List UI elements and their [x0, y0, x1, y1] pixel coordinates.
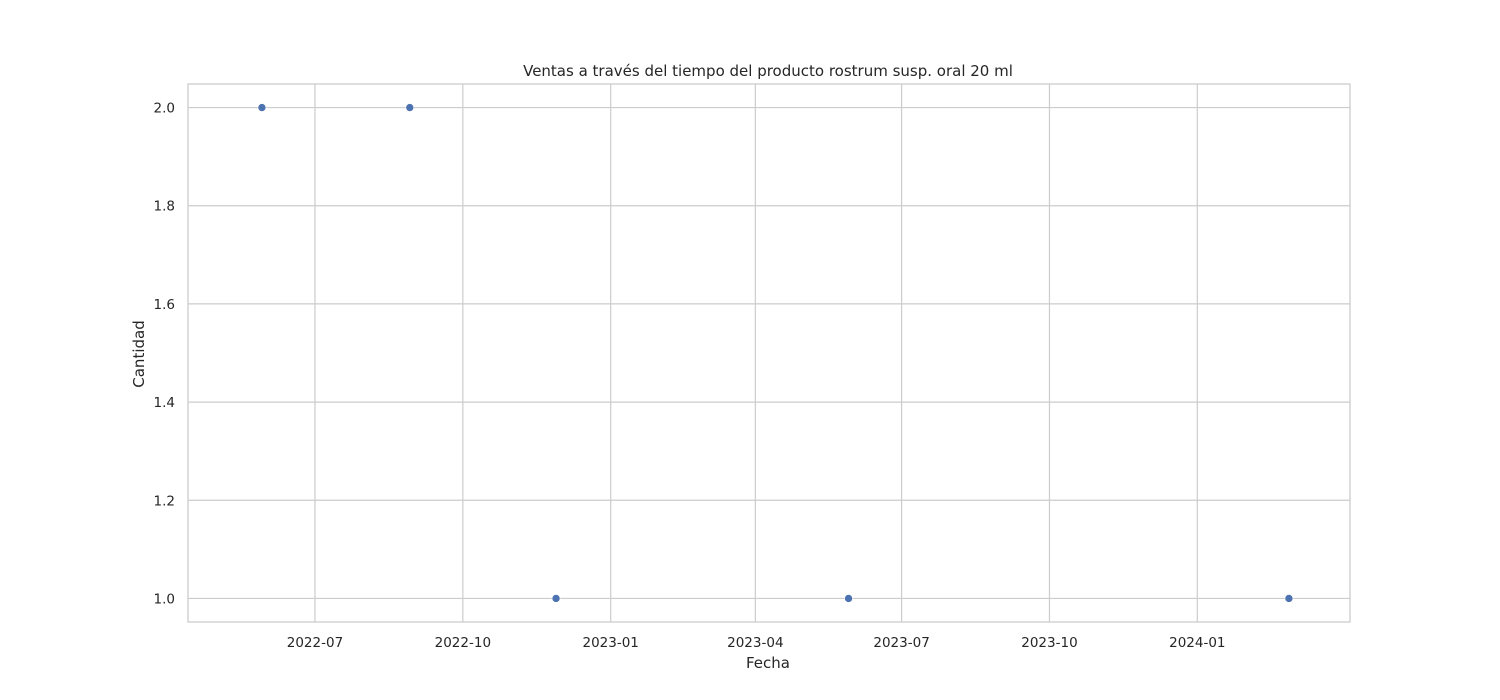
x-tick-label: 2024-01: [1169, 635, 1225, 651]
x-axis-ticks: 2022-07 2022-10 2023-01 2023-04 2023-07 2023-…: [287, 635, 1226, 651]
x-tick-label: 2023-04: [727, 635, 783, 651]
y-tick-label: 2.0: [154, 101, 175, 117]
data-point: [257, 103, 267, 112]
data-point: [405, 103, 415, 112]
plot-frame: [187, 83, 1351, 623]
x-tick-label: 2023-07: [873, 635, 929, 651]
x-tick-label: 2022-10: [435, 635, 491, 651]
grid: [188, 84, 1350, 622]
x-tick-label: 2023-01: [582, 635, 638, 651]
y-tick-label: 1.4: [154, 395, 175, 411]
x-axis-label: Fecha: [746, 654, 790, 672]
y-tick-label: 1.8: [154, 199, 175, 215]
data-points: [257, 103, 1294, 603]
y-tick-label: 1.0: [154, 591, 175, 607]
data-point: [551, 594, 561, 603]
chart-title: Ventas a través del tiempo del producto …: [523, 62, 1013, 80]
y-tick-label: 1.6: [154, 297, 175, 313]
x-tick-label: 2023-10: [1021, 635, 1077, 651]
data-point: [844, 594, 853, 603]
y-axis-ticks: 1.0 1.2 1.4 1.6 1.8 2.0: [154, 101, 175, 608]
x-tick-label: 2022-07: [287, 635, 343, 651]
y-axis-label: Cantidad: [130, 320, 148, 387]
data-point: [1284, 594, 1294, 603]
y-tick-label: 1.2: [154, 493, 175, 509]
